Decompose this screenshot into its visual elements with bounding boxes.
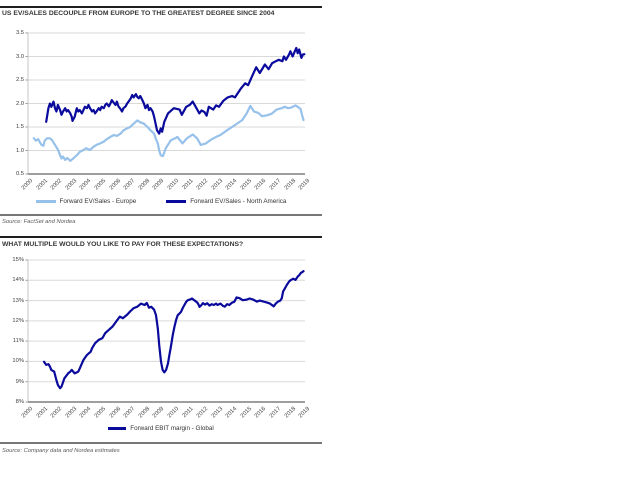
legend: Forward EV/Sales - Europe Forward EV/Sal… xyxy=(0,198,322,205)
line-marker-icon xyxy=(35,200,56,203)
divider xyxy=(0,6,322,8)
divider xyxy=(0,442,322,444)
legend-label: Forward EBIT margin - Global xyxy=(130,425,214,432)
source-note: Source: FactSet and Nordea xyxy=(2,219,76,225)
line-marker-icon xyxy=(166,200,187,203)
divider xyxy=(0,236,322,238)
legend-item-global: Forward EBIT margin - Global xyxy=(108,425,214,432)
series-line xyxy=(32,104,305,162)
legend-label: Forward EV/Sales - North America xyxy=(190,198,287,205)
chart-title: US EV/SALES DECOUPLE FROM EUROPE TO THE … xyxy=(2,10,275,17)
chart-title: WHAT MULTIPLE WOULD YOU LIKE TO PAY FOR … xyxy=(2,241,244,248)
legend: Forward EBIT margin - Global xyxy=(0,425,322,432)
source-note: Source: Company data and Nordea estimate… xyxy=(2,448,120,454)
legend-item-europe: Forward EV/Sales - Europe xyxy=(35,198,137,205)
line-marker-icon xyxy=(108,427,127,430)
legend-label: Forward EV/Sales - Europe xyxy=(59,198,137,205)
series-line xyxy=(45,46,306,135)
series-line xyxy=(42,270,305,390)
divider xyxy=(0,214,322,216)
legend-item-north-america: Forward EV/Sales - North America xyxy=(166,198,286,205)
